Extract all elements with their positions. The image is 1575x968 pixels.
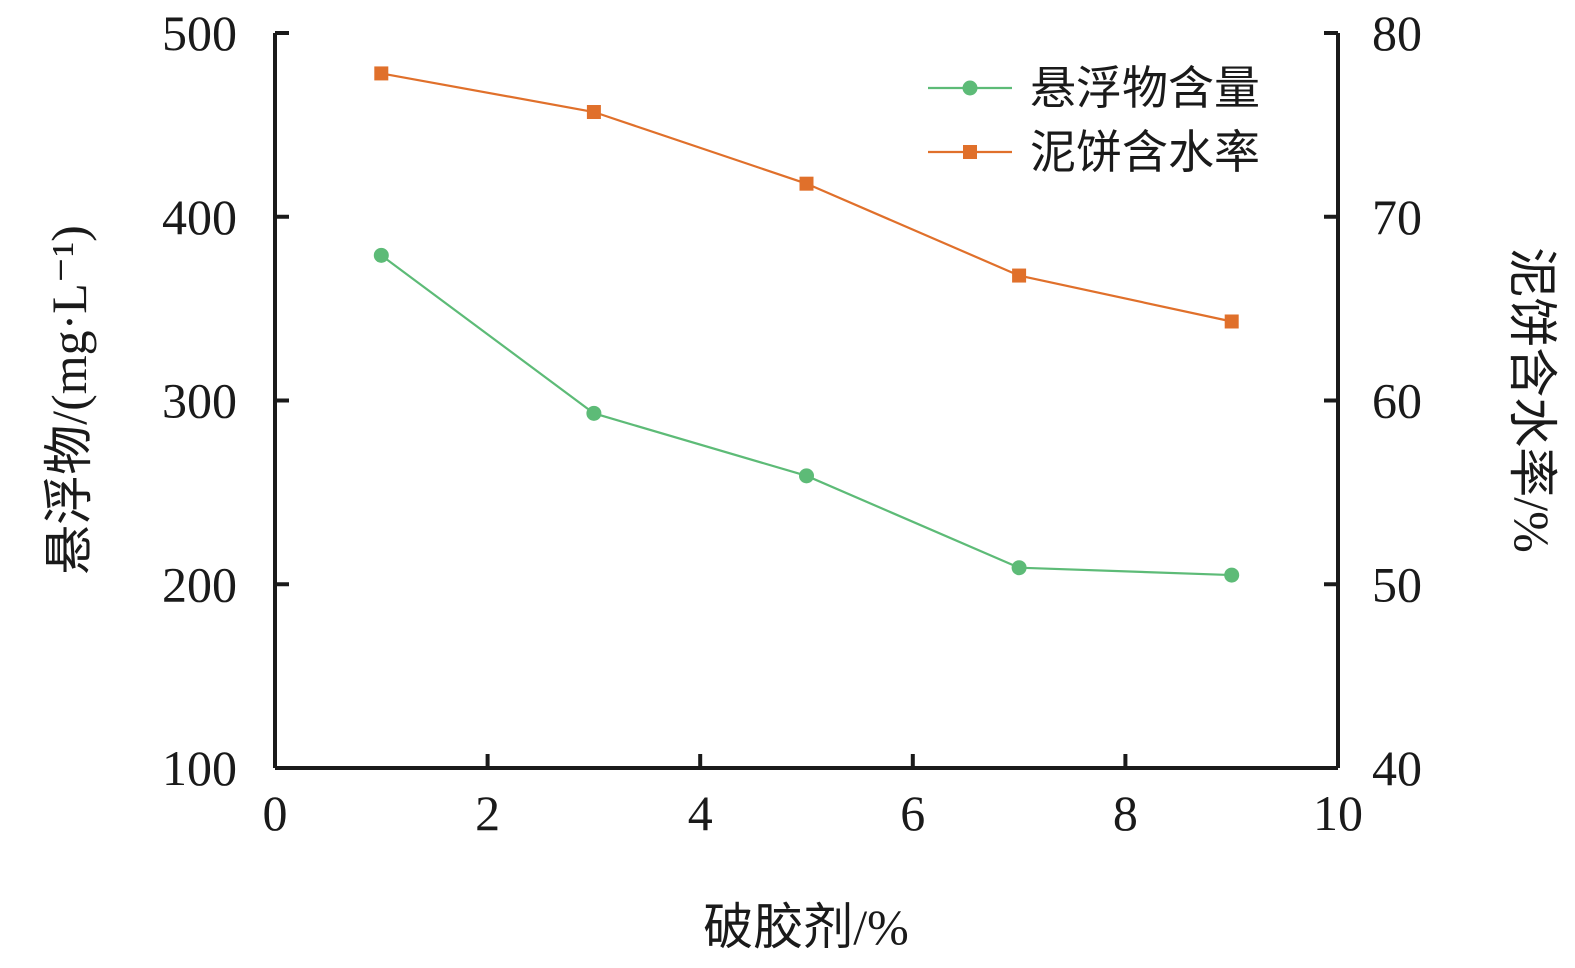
- cake-moisture-point: [374, 66, 389, 81]
- x-tick-label: 0: [263, 785, 288, 841]
- right-y-tick-label: 70: [1372, 189, 1422, 245]
- x-tick-label: 4: [688, 785, 713, 841]
- left-y-tick-label: 500: [162, 5, 237, 61]
- right-y-tick-label: 40: [1372, 740, 1422, 796]
- cake-moisture-point: [799, 176, 814, 191]
- left-y-tick-label: 300: [162, 373, 237, 429]
- suspended-solids-point: [586, 405, 602, 421]
- x-tick-label: 10: [1313, 785, 1363, 841]
- left-y-tick-label: 200: [162, 556, 237, 612]
- suspended-solids-point: [373, 247, 389, 263]
- left-y-tick-label: 400: [162, 189, 237, 245]
- cake-moisture-point: [1224, 314, 1239, 329]
- cake-moisture-point: [1012, 268, 1027, 283]
- legend-suspended-solids-label: 悬浮物含量: [1030, 63, 1260, 114]
- x-tick-label: 2: [475, 785, 500, 841]
- right-y-axis-title: 泥饼含水率/%: [1504, 247, 1560, 553]
- right-y-tick-label: 60: [1372, 373, 1422, 429]
- suspended-solids-series-line: [380, 254, 1232, 577]
- series-group: [373, 66, 1240, 583]
- left-y-axis-title: 悬浮物/(mg·L⁻¹): [41, 225, 97, 575]
- ticks: 0 2 4 6 8 10 100 200 300 400 500 40 50 60 70 80: [162, 5, 1422, 841]
- right-y-tick-label: 50: [1372, 556, 1422, 612]
- cake-moisture-point: [586, 105, 601, 120]
- x-axis-title: 破胶剂/%: [703, 899, 909, 955]
- suspended-solids-point: [1224, 567, 1240, 583]
- legend-cake-moisture-marker: [963, 145, 977, 159]
- x-tick-label: 6: [900, 785, 925, 841]
- x-tick-label: 8: [1113, 785, 1138, 841]
- suspended-solids-point: [799, 468, 814, 484]
- legend-suspended-solids-marker: [962, 80, 978, 96]
- right-y-tick-label: 80: [1372, 5, 1422, 61]
- suspended-solids-point: [1011, 560, 1027, 576]
- legend-cake-moisture-label: 泥饼含水率: [1030, 127, 1260, 178]
- left-y-tick-label: 100: [162, 740, 237, 796]
